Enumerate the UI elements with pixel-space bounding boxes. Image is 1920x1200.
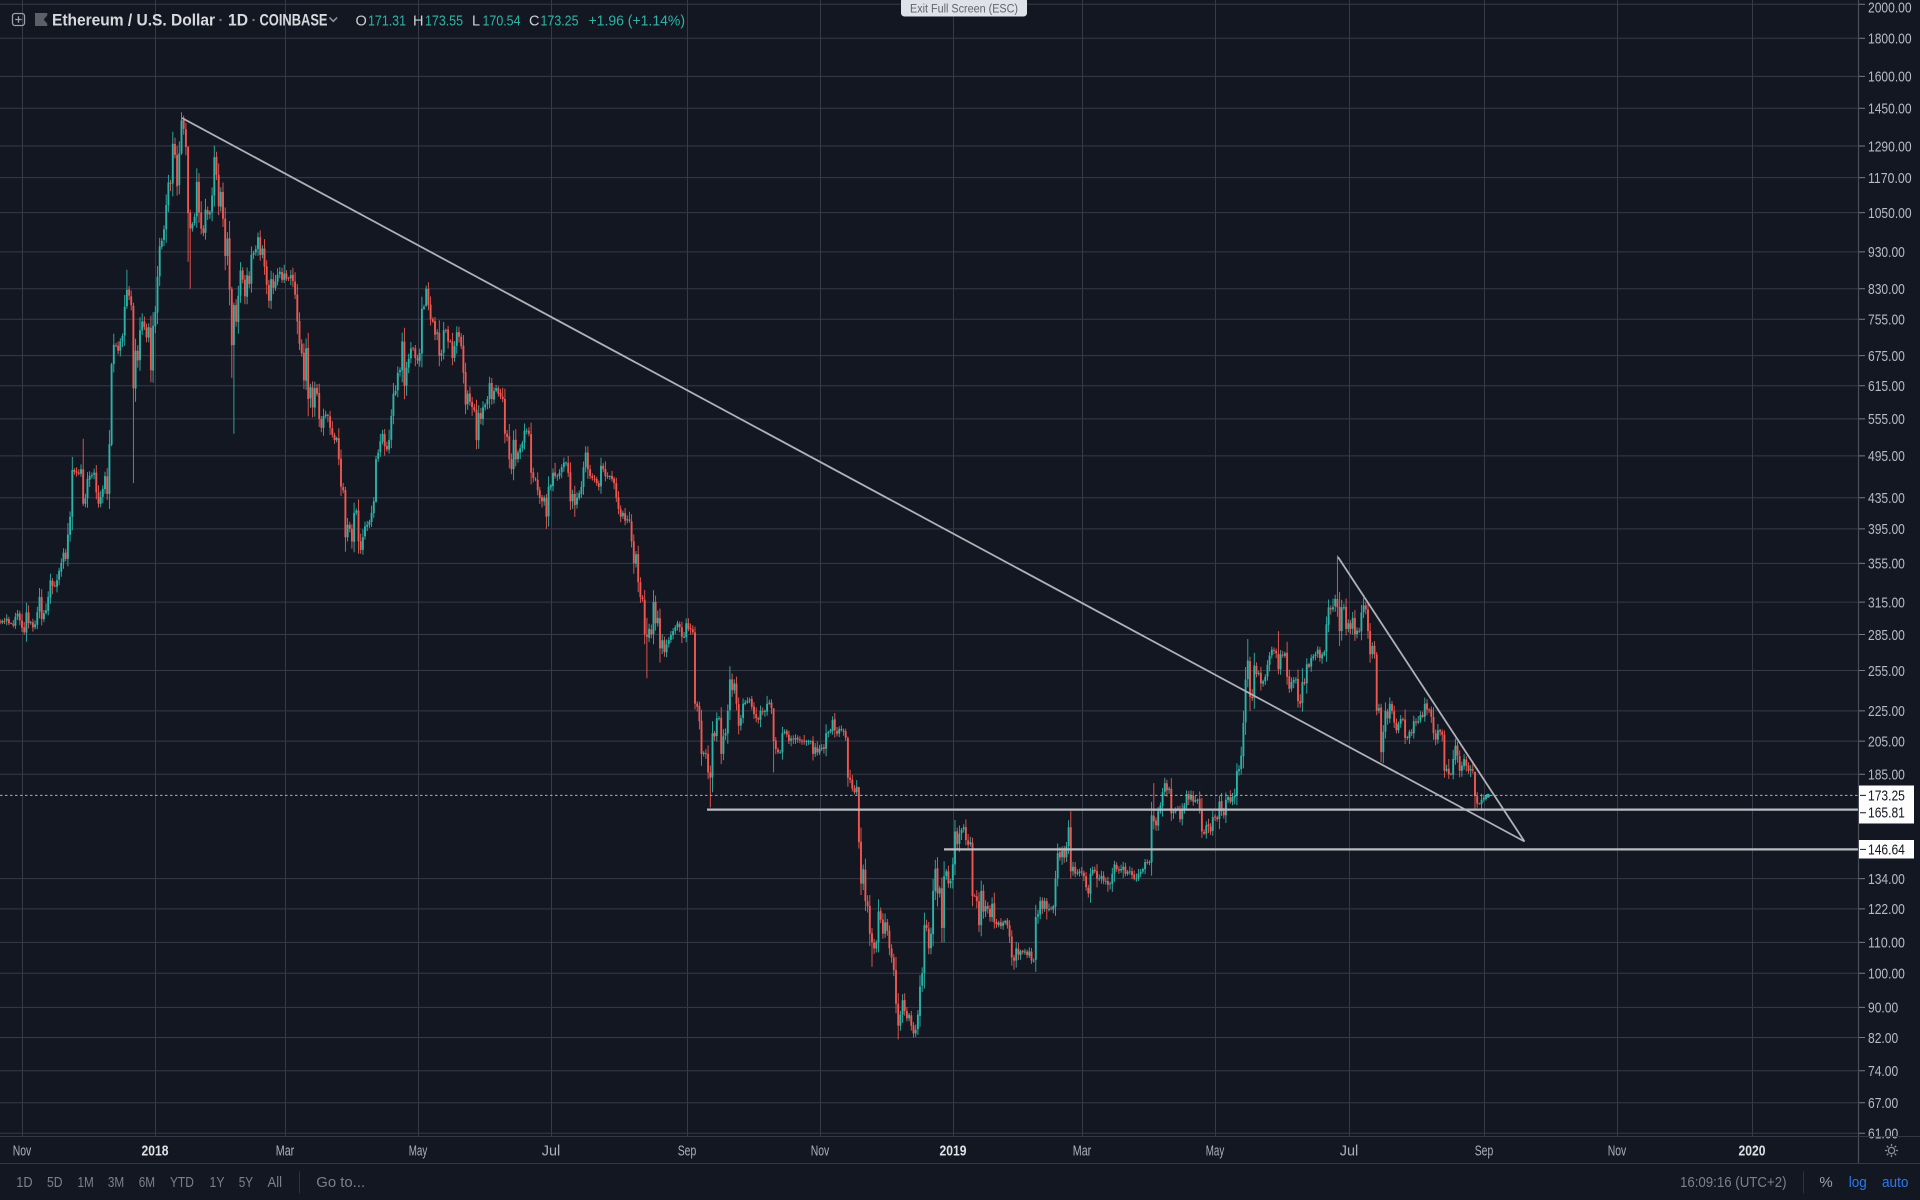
svg-text:171.31: 171.31 — [368, 13, 406, 29]
svg-text:173.25: 173.25 — [1868, 788, 1905, 805]
svg-text:173.25: 173.25 — [541, 13, 579, 29]
svg-text:1D: 1D — [16, 1174, 32, 1191]
svg-text:435.00: 435.00 — [1868, 490, 1905, 507]
svg-text:16:09:16 (UTC+2): 16:09:16 (UTC+2) — [1680, 1174, 1787, 1191]
svg-text:173.55: 173.55 — [425, 13, 463, 29]
svg-text:225.00: 225.00 — [1868, 703, 1905, 720]
svg-text:555.00: 555.00 — [1868, 411, 1905, 428]
svg-text:Sep: Sep — [1475, 1143, 1494, 1160]
svg-text:Mar: Mar — [1073, 1143, 1092, 1160]
svg-text:90.00: 90.00 — [1868, 1000, 1898, 1017]
svg-text:Nov: Nov — [1608, 1143, 1627, 1160]
svg-text:1800.00: 1800.00 — [1868, 31, 1912, 48]
svg-text:74.00: 74.00 — [1868, 1063, 1898, 1080]
svg-text:Nov: Nov — [13, 1143, 32, 1160]
svg-text:May: May — [409, 1143, 428, 1160]
svg-text:Sep: Sep — [678, 1143, 697, 1160]
svg-text:146.64: 146.64 — [1868, 842, 1905, 859]
svg-text:355.00: 355.00 — [1868, 556, 1905, 573]
svg-text:2018: 2018 — [142, 1143, 169, 1160]
svg-text:%: % — [1819, 1174, 1832, 1191]
svg-text:675.00: 675.00 — [1868, 348, 1905, 365]
svg-text:L: L — [472, 13, 480, 29]
svg-text:1Y: 1Y — [210, 1174, 225, 1191]
svg-text:5D: 5D — [47, 1174, 63, 1191]
svg-text:2020: 2020 — [1739, 1143, 1766, 1160]
svg-text:100.00: 100.00 — [1868, 966, 1905, 983]
svg-text:1050.00: 1050.00 — [1868, 205, 1912, 222]
svg-text:1170.00: 1170.00 — [1868, 170, 1912, 187]
svg-text:67.00: 67.00 — [1868, 1095, 1898, 1112]
svg-text:All: All — [268, 1174, 283, 1191]
svg-text:495.00: 495.00 — [1868, 448, 1905, 465]
svg-text:830.00: 830.00 — [1868, 281, 1905, 298]
svg-text:205.00: 205.00 — [1868, 733, 1905, 750]
svg-text:1D: 1D — [228, 10, 248, 29]
svg-text:3M: 3M — [108, 1174, 124, 1191]
svg-text:H: H — [413, 13, 423, 29]
svg-text:395.00: 395.00 — [1868, 521, 1905, 538]
svg-text:165.81: 165.81 — [1868, 805, 1905, 822]
svg-text:1M: 1M — [77, 1174, 93, 1191]
svg-text:May: May — [1206, 1143, 1225, 1160]
svg-text:930.00: 930.00 — [1868, 244, 1905, 261]
svg-text:134.00: 134.00 — [1868, 871, 1905, 888]
svg-text:Mar: Mar — [276, 1143, 295, 1160]
svg-text:1600.00: 1600.00 — [1868, 69, 1912, 86]
svg-text:YTD: YTD — [170, 1174, 194, 1191]
svg-text:1450.00: 1450.00 — [1868, 101, 1912, 118]
svg-text:Jul: Jul — [542, 1143, 561, 1160]
svg-text:5Y: 5Y — [239, 1174, 253, 1191]
svg-text:O: O — [356, 13, 367, 29]
svg-text:1290.00: 1290.00 — [1868, 138, 1912, 155]
svg-text:170.54: 170.54 — [483, 13, 521, 29]
svg-text:Nov: Nov — [811, 1143, 830, 1160]
svg-text:log: log — [1849, 1174, 1867, 1191]
svg-text:COINBASE: COINBASE — [260, 10, 328, 29]
svg-text:755.00: 755.00 — [1868, 312, 1905, 329]
svg-text:285.00: 285.00 — [1868, 627, 1905, 644]
svg-text:Ethereum / U.S. Dollar: Ethereum / U.S. Dollar — [52, 10, 215, 29]
svg-text:Exit Full Screen (ESC): Exit Full Screen (ESC) — [910, 3, 1018, 15]
svg-text:110.00: 110.00 — [1868, 935, 1905, 952]
svg-text:185.00: 185.00 — [1868, 767, 1905, 784]
svg-text:C: C — [529, 13, 539, 29]
svg-text:615.00: 615.00 — [1868, 378, 1905, 395]
svg-text:auto: auto — [1882, 1174, 1909, 1191]
svg-text:122.00: 122.00 — [1868, 901, 1905, 918]
svg-text:2000.00: 2000.00 — [1868, 0, 1912, 16]
svg-text:2019: 2019 — [940, 1143, 967, 1160]
svg-text:255.00: 255.00 — [1868, 663, 1905, 680]
svg-text:6M: 6M — [139, 1174, 155, 1191]
svg-text:82.00: 82.00 — [1868, 1030, 1898, 1047]
svg-text:+1.96 (+1.14%): +1.96 (+1.14%) — [589, 13, 686, 29]
svg-text:Jul: Jul — [1340, 1143, 1359, 1160]
svg-text:61.00: 61.00 — [1868, 1126, 1898, 1143]
svg-text:Go to...: Go to... — [316, 1174, 365, 1191]
svg-text:315.00: 315.00 — [1868, 594, 1905, 611]
